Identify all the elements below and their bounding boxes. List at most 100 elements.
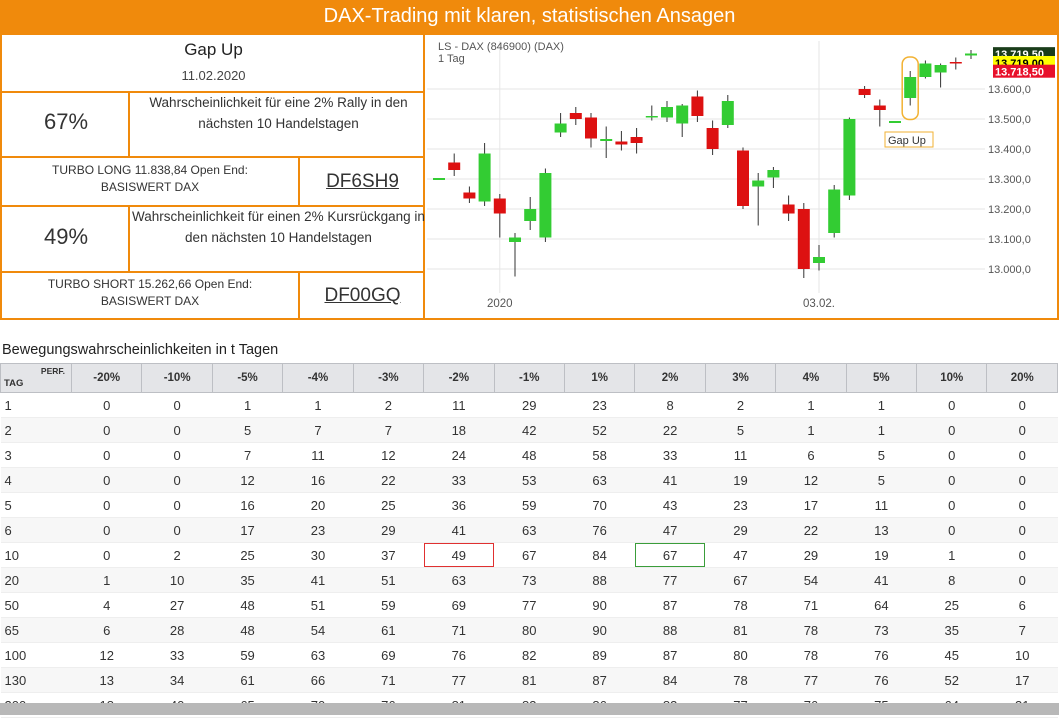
table-cell: 78 xyxy=(775,642,847,668)
table-cell: 53 xyxy=(494,467,565,493)
table-cell: 23 xyxy=(705,492,776,518)
table-cell: 59 xyxy=(212,642,283,668)
table-cell: 0 xyxy=(986,567,1058,593)
table-cell: 0 xyxy=(71,442,142,468)
row-tag: 10 xyxy=(0,542,72,568)
signal-date: 11.02.2020 xyxy=(181,68,246,83)
table-cell: 41 xyxy=(846,567,917,593)
table-cell: 71 xyxy=(423,617,495,643)
gap-highlight-ring xyxy=(901,56,919,121)
table-cell: 89 xyxy=(564,642,635,668)
table-cell: 29 xyxy=(353,517,424,543)
table-cell: 0 xyxy=(141,392,213,418)
table-cell: 51 xyxy=(282,592,354,618)
table-cell: 59 xyxy=(353,592,424,618)
table-cell: 5 xyxy=(705,417,776,443)
row-tag: 5 xyxy=(0,492,72,518)
table-cell: 67 xyxy=(494,542,565,568)
horizontal-scrollbar[interactable] xyxy=(0,703,1059,715)
table-cell: 0 xyxy=(71,467,142,493)
table-cell: 77 xyxy=(423,667,495,693)
table-cell: 20 xyxy=(282,492,354,518)
table-cell: 33 xyxy=(141,642,213,668)
table-cell: 78 xyxy=(705,667,776,693)
table-cell: 1 xyxy=(846,417,917,443)
candle-body xyxy=(949,62,962,64)
table-cell: 28 xyxy=(141,617,213,643)
y-tick-label: 13.400,0 xyxy=(988,144,1031,156)
table-cell: 77 xyxy=(494,592,565,618)
table-cell: 33 xyxy=(423,467,495,493)
short-wkn-link[interactable]: DF00GQ xyxy=(324,285,401,306)
column-header: -3% xyxy=(352,363,425,393)
candle-body xyxy=(782,204,795,214)
table-cell: 78 xyxy=(775,617,847,643)
row-tag: 4 xyxy=(0,467,72,493)
tag-header-label: TAG xyxy=(4,378,24,389)
candle-body xyxy=(873,105,886,110)
table-cell: 0 xyxy=(986,542,1058,568)
table-cell: 71 xyxy=(353,667,424,693)
table-cell: 58 xyxy=(564,442,635,468)
x-tick-label: 03.02. xyxy=(803,298,835,310)
table-cell: 12 xyxy=(212,467,283,493)
page-title: DAX-Trading mit klaren, statistischen An… xyxy=(323,5,736,27)
table-cell: 48 xyxy=(212,592,283,618)
long-description: Wahrscheinlichkeit für eine 2% Rally in … xyxy=(149,95,408,131)
table-body: 1 0 0 1 1 2 11 29 23 8 2 1 1 0 0 2 0 0 5 7 7 18 42 52 22 5 1 1 0 0 3 0 0… xyxy=(0,392,1058,718)
table-cell: 77 xyxy=(775,667,847,693)
candle-body xyxy=(797,209,810,269)
row-tag: 1 xyxy=(0,392,72,418)
table-row: 65 6 28 48 54 61 71 80 90 88 81 78 73 35 7 xyxy=(0,617,1058,643)
table-cell: 30 xyxy=(282,542,354,568)
table-cell: 76 xyxy=(846,642,917,668)
table-cell: 61 xyxy=(212,667,283,693)
table-cell: 22 xyxy=(634,417,706,443)
table-cell: 7 xyxy=(212,442,283,468)
table-cell: 90 xyxy=(564,592,635,618)
table-cell: 45 xyxy=(916,642,987,668)
row-divider xyxy=(2,271,423,273)
table-cell: 49 xyxy=(423,542,495,568)
pct-divider xyxy=(128,206,130,273)
table-cell: 0 xyxy=(916,442,987,468)
candle-body xyxy=(661,107,673,118)
dax-candlestick-chart[interactable]: 13.000,0 13.100,0 13.200,0 13.300,0 13.400,0… xyxy=(427,37,1059,320)
candle-body xyxy=(919,63,932,77)
probability-table: PERF. TAG -20% -10% -5% -4% -3% -2% -1% 1% 2% 3% 4… xyxy=(0,363,1058,718)
table-cell: 0 xyxy=(141,417,213,443)
column-header: -20% xyxy=(70,363,143,393)
table-cell: 88 xyxy=(634,617,706,643)
table-cell: 23 xyxy=(564,392,635,418)
table-cell: 47 xyxy=(705,542,776,568)
column-header: 4% xyxy=(775,363,847,393)
table-cell: 27 xyxy=(141,592,213,618)
table-cell: 52 xyxy=(916,667,987,693)
table-cell: 42 xyxy=(494,417,565,443)
table-cell: 12 xyxy=(775,467,847,493)
column-header: 5% xyxy=(845,363,918,393)
chart-title: LS - DAX (846900) (DAX) xyxy=(438,41,564,53)
long-turbo-info: TURBO LONG 11.838,84 Open End: BASISWERT… xyxy=(2,162,298,196)
table-cell: 24 xyxy=(423,442,495,468)
candle-body xyxy=(767,170,780,178)
row-tag: 3 xyxy=(0,442,72,468)
table-cell: 87 xyxy=(634,642,706,668)
price-tag-label: 13.718,50 xyxy=(995,67,1044,79)
row-tag: 100 xyxy=(0,642,72,668)
panel-divider xyxy=(423,35,425,318)
dax-chart[interactable]: 13.000,0 13.100,0 13.200,0 13.300,0 13.400,0… xyxy=(427,37,1059,320)
candle-body xyxy=(493,198,506,214)
table-cell: 0 xyxy=(986,442,1058,468)
table-cell: 73 xyxy=(494,567,565,593)
table-cell: 41 xyxy=(634,467,706,493)
row-tag: 50 xyxy=(0,592,72,618)
long-wkn-link[interactable]: DF6SH9 xyxy=(326,171,399,192)
table-cell: 64 xyxy=(846,592,917,618)
table-cell: 35 xyxy=(916,617,987,643)
candle-body xyxy=(752,180,765,187)
table-cell: 35 xyxy=(212,567,283,593)
y-tick-label: 13.300,0 xyxy=(988,174,1031,186)
table-cell: 6 xyxy=(775,442,847,468)
price-tag xyxy=(993,64,1055,78)
